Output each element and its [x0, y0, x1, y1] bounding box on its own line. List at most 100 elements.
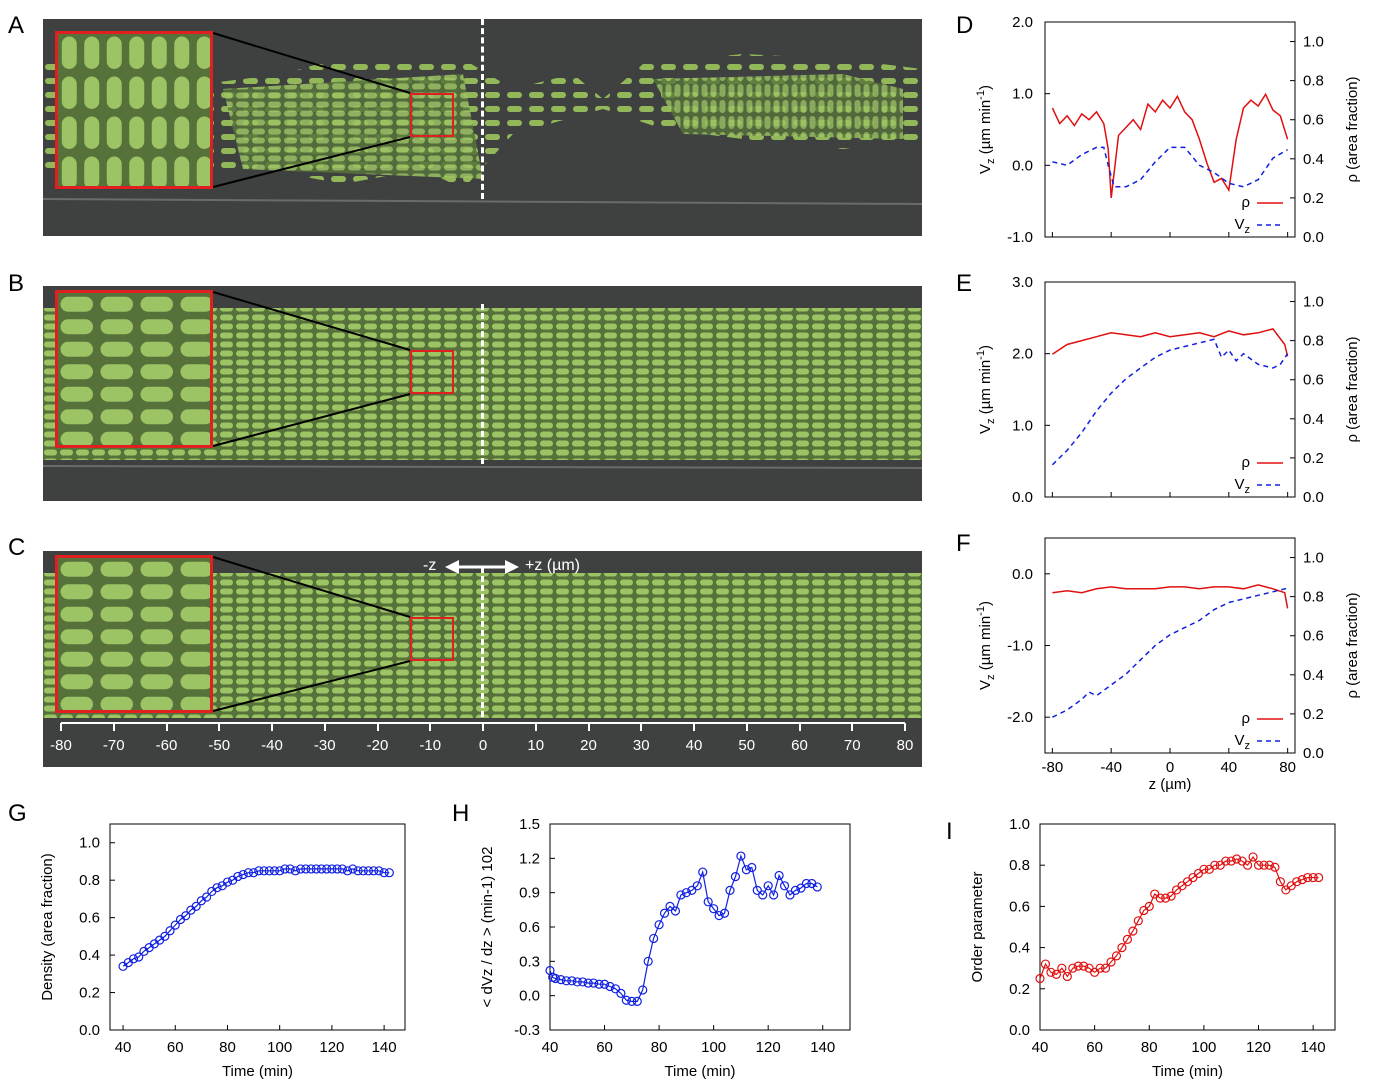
series-line [122, 868, 390, 967]
data-point [659, 908, 670, 918]
y2-tick-label: 0.8 [1303, 73, 1324, 90]
data-point [1035, 973, 1045, 984]
y-tick-label: 0.6 [79, 910, 100, 927]
y2-tick-label: 1.0 [1303, 294, 1324, 311]
y-tick-label: -2.0 [1007, 709, 1033, 726]
data-point [578, 977, 588, 987]
data-point [1221, 856, 1231, 866]
scale-tick-label: 60 [791, 737, 808, 754]
scale-tick [798, 723, 801, 731]
y-tick-label: 0.6 [1009, 898, 1030, 915]
plot-frame [1044, 281, 1296, 498]
y-tick-label: 1.0 [79, 835, 100, 852]
legend-vz-label: Vz [1234, 476, 1250, 496]
data-point [709, 904, 719, 914]
data-point [379, 868, 389, 878]
data-point [692, 881, 702, 891]
data-point [1264, 860, 1275, 870]
data-point [1161, 893, 1171, 903]
data-point [170, 920, 180, 930]
y-axis-label: Order parameter [969, 872, 986, 983]
data-point [769, 890, 779, 900]
data-point [248, 868, 259, 878]
y-tick-label: 0.6 [519, 919, 540, 936]
data-point [275, 866, 285, 876]
y-tick-label: 2.0 [1012, 346, 1033, 363]
panel-label-e: E [956, 270, 973, 297]
y-tick-label: -1.0 [1007, 229, 1033, 246]
y2-tick-label: 1.0 [1303, 34, 1324, 51]
data-point [719, 908, 730, 918]
data-point [790, 885, 801, 895]
x-tick-label: 120 [756, 1039, 781, 1056]
y-tick-label: 1.5 [519, 816, 540, 833]
legend-vz-label: Vz [1234, 732, 1250, 752]
data-point [714, 910, 724, 921]
y-tick-label: 0.9 [519, 885, 540, 902]
y2-tick-label: 0.4 [1303, 151, 1324, 168]
y2-tick-label: 0.8 [1303, 589, 1324, 606]
data-point [311, 864, 321, 874]
data-point [301, 864, 311, 874]
data-point [725, 885, 735, 895]
y-tick-label: 0.4 [1009, 940, 1030, 957]
data-point [280, 864, 290, 874]
data-point [1051, 969, 1061, 979]
data-point [369, 866, 379, 876]
y2-tick-label: 0.0 [1303, 229, 1324, 246]
x-axis-label: Time (min) [1152, 1063, 1223, 1080]
scale-tick-label: -70 [102, 737, 125, 754]
y2-axis-label: ρ (area fraction) [1344, 76, 1361, 182]
data-point [616, 988, 626, 998]
panel-label-h: H [452, 800, 470, 827]
y2-tick-label: 0.0 [1303, 489, 1324, 506]
data-point [1259, 860, 1269, 870]
data-point [1117, 943, 1127, 953]
center-line-a [481, 19, 484, 199]
panel-label-c: C [8, 534, 26, 561]
y2-tick-label: 0.4 [1303, 411, 1324, 428]
y-tick-label: 0.0 [1012, 566, 1033, 583]
data-point [295, 864, 306, 874]
y2-tick-label: 0.0 [1303, 745, 1324, 762]
data-point [583, 978, 593, 988]
data-point [1122, 934, 1133, 944]
panel-label-i: I [946, 818, 953, 845]
y2-tick-label: 0.2 [1303, 450, 1324, 467]
y-tick-label: -0.3 [514, 1022, 540, 1039]
y-tick-label: 2.0 [1012, 14, 1033, 31]
data-point [254, 866, 264, 876]
data-point [1303, 872, 1313, 883]
data-point [1248, 852, 1258, 862]
data-point [212, 883, 222, 893]
data-point [1314, 872, 1324, 883]
series-rho-line [1051, 328, 1289, 357]
scale-tick-label: 80 [896, 737, 914, 754]
data-point [632, 996, 642, 1006]
center-line-c [481, 567, 484, 717]
scale-tick [429, 723, 432, 731]
scale-tick [165, 723, 168, 731]
data-point [1242, 860, 1253, 870]
scale-tick-label: -50 [208, 737, 231, 754]
x-tick-label: 40 [115, 1039, 132, 1056]
data-point [1062, 971, 1072, 982]
x-tick-label: 100 [1191, 1039, 1216, 1056]
chart-e: 3.0 2.0 1.0 0.0 1.0 0.8 0.6 0.4 0.2 0.0 Vz (µm min… [975, 274, 1361, 506]
data-point [201, 892, 212, 902]
data-point [621, 995, 631, 1005]
direction-arrow [445, 560, 519, 574]
data-point [374, 866, 384, 876]
data-point [222, 877, 233, 887]
data-point [703, 897, 713, 907]
data-point [758, 890, 768, 900]
x-tick-label: 140 [1301, 1039, 1326, 1056]
x-tick-label: 140 [372, 1039, 397, 1056]
scale-tick-label: -40 [261, 737, 283, 754]
scale-tick [745, 723, 748, 731]
data-point [812, 882, 822, 892]
data-point [1232, 854, 1242, 864]
data-point [1275, 877, 1285, 887]
data-point [1270, 862, 1280, 872]
scale-tick [534, 723, 537, 731]
